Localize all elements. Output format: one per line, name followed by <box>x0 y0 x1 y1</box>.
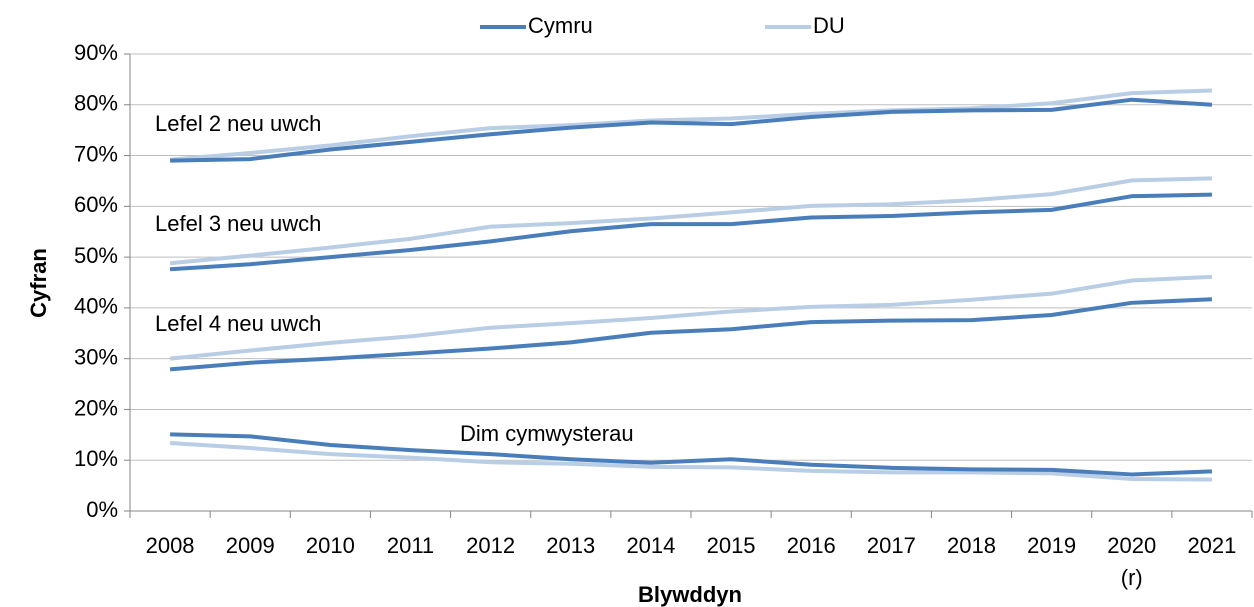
series-line <box>169 297 1213 372</box>
x-tick-label: 2017 <box>867 533 916 558</box>
x-tick-label: 2008 <box>146 533 195 558</box>
x-tick-label: 2015 <box>707 533 756 558</box>
x-tick-label: 2011 <box>387 533 434 558</box>
x-tick-label: 2010 <box>306 533 355 558</box>
legend-label: Cymru <box>528 13 593 38</box>
group-label: Lefel 2 neu uwch <box>155 111 321 136</box>
x-tick-label: 2013 <box>546 533 595 558</box>
x-tick-label: 2021 <box>1187 533 1236 558</box>
x-tick-label: 2018 <box>947 533 996 558</box>
y-tick-label: 20% <box>74 395 118 420</box>
x-tick-label: 2014 <box>626 533 675 558</box>
y-tick-label: 30% <box>74 344 118 369</box>
y-tick-label: 40% <box>74 294 118 319</box>
series-line <box>169 88 1212 162</box>
series-line <box>169 440 1212 482</box>
series-line <box>170 97 1213 163</box>
x-tick-label: 2019 <box>1027 533 1076 558</box>
legend-label: DU <box>813 13 845 38</box>
y-tick-label: 0% <box>86 497 118 522</box>
series-line <box>169 192 1212 272</box>
y-tick-label: 70% <box>74 141 118 166</box>
series-line <box>169 176 1212 266</box>
y-tick-label: 10% <box>74 446 118 471</box>
y-axis-title: Cyfran <box>26 248 51 318</box>
x-tick-label: 2009 <box>226 533 275 558</box>
x-tick-note: (r) <box>1121 565 1143 590</box>
x-axis-title: Blywddyn <box>638 582 742 607</box>
x-tick-label: 2020 <box>1107 533 1156 558</box>
y-tick-label: 80% <box>74 91 118 116</box>
group-label: Lefel 4 neu uwch <box>155 311 321 336</box>
x-tick-label: 2016 <box>787 533 836 558</box>
group-label: Lefel 3 neu uwch <box>155 211 321 236</box>
y-tick-label: 60% <box>74 192 118 217</box>
y-tick-label: 90% <box>74 40 118 65</box>
series-line <box>169 274 1213 361</box>
y-tick-label: 50% <box>74 243 118 268</box>
group-label: Dim cymwysterau <box>460 421 634 446</box>
series-line <box>170 432 1213 477</box>
x-tick-label: 2012 <box>466 533 515 558</box>
